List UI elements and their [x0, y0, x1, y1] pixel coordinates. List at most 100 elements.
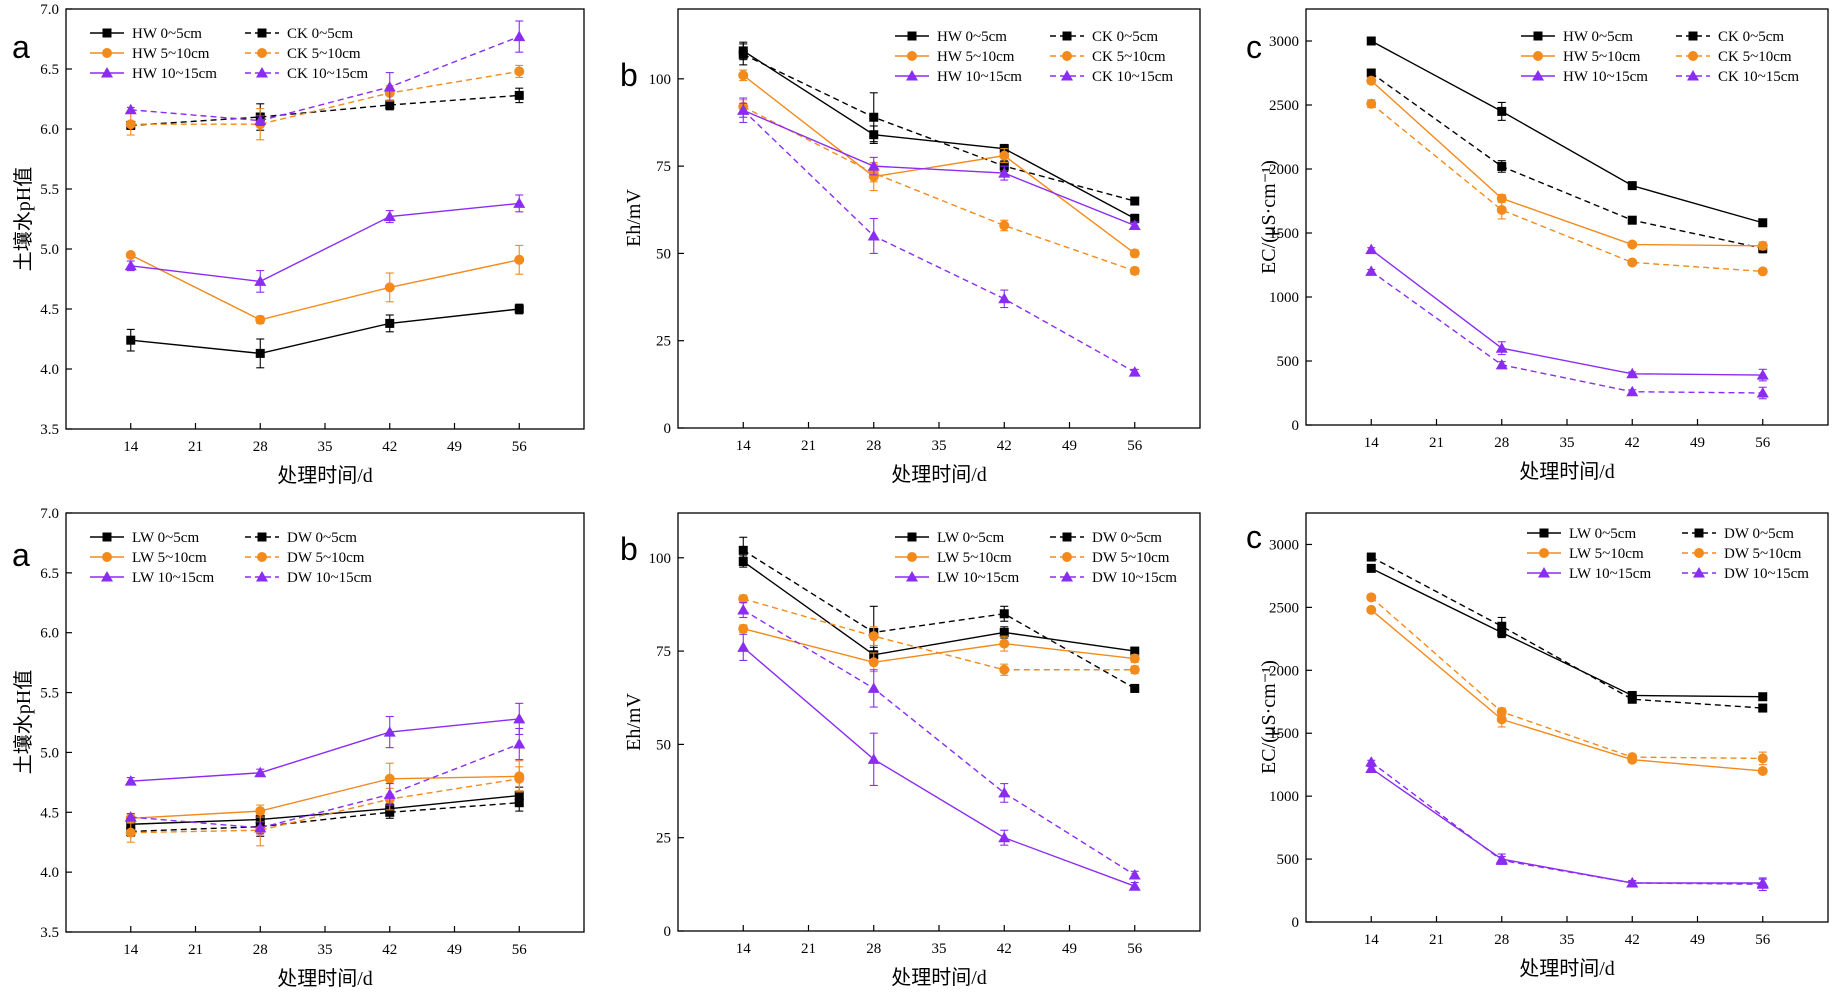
legend-entry: HW 5~10cm — [90, 46, 210, 62]
legend-entry: CK 0~5cm — [1050, 29, 1158, 45]
x-tick-label: 35 — [1560, 435, 1575, 451]
x-tick-label: 49 — [1690, 435, 1705, 451]
series-line — [130, 94, 520, 127]
legend-label: LW 10~15cm — [132, 570, 214, 586]
x-axis-title: 处理时间/d — [277, 464, 373, 487]
y-tick-label: 2500 — [1269, 600, 1299, 616]
series-line — [130, 35, 520, 122]
x-tick-label: 21 — [188, 942, 203, 958]
data-point — [385, 100, 395, 110]
y-tick-label: 2500 — [1269, 98, 1299, 114]
x-tick-label: 42 — [382, 942, 397, 958]
data-point — [1128, 366, 1141, 377]
data-point — [1129, 664, 1140, 675]
data-point — [998, 786, 1011, 798]
legend-marker — [1694, 528, 1704, 538]
legend-entry: CK 0~5cm — [245, 26, 353, 42]
data-point — [999, 627, 1009, 637]
legend-marker — [907, 31, 917, 41]
data-point — [1627, 181, 1637, 191]
legend-label: CK 10~15cm — [1092, 69, 1173, 85]
y-tick-label: 100 — [649, 72, 672, 88]
y-tick-label: 1500 — [1269, 226, 1299, 242]
data-point — [1496, 706, 1507, 717]
legend-marker — [102, 28, 112, 38]
series-lw-5-10cm — [738, 623, 1140, 673]
series-dw-5-10cm — [1366, 592, 1768, 766]
x-axis-title: 处理时间/d — [891, 463, 987, 486]
legend-label: DW 0~5cm — [1092, 530, 1162, 546]
y-tick-label: 6.5 — [40, 566, 59, 582]
chart-panel-2: 14 21 28 35 42 49 56 0 25 50 75 100 处理时间/d Eh/mV b HW 0… — [620, 8, 1201, 486]
y-tick-label: 6.5 — [40, 62, 59, 78]
series-hw-5-10cm — [1366, 75, 1768, 251]
y-axis-title: Eh/mV — [623, 693, 645, 751]
series-line — [130, 254, 520, 321]
data-point — [868, 657, 879, 668]
series-ck-5-10cm — [1366, 98, 1768, 277]
series-line — [130, 778, 520, 834]
series-line — [1370, 556, 1763, 709]
legend-entry: DW 5~10cm — [1050, 550, 1170, 566]
series-dw-0-5cm — [1366, 552, 1768, 713]
legend-marker — [1693, 567, 1705, 578]
series-line — [130, 775, 520, 819]
series-ck-5-10cm — [738, 99, 1140, 276]
x-axis-title: 处理时间/d — [1519, 957, 1615, 980]
data-point — [1366, 75, 1377, 86]
legend: HW 0~5cm CK 0~5cm HW 5~10cm CK 5~10cm HW 10~… — [1521, 29, 1799, 85]
panel-letter: b — [620, 57, 638, 93]
series-line — [1370, 270, 1763, 394]
series-line — [1370, 596, 1763, 760]
y-tick-label: 2000 — [1269, 663, 1299, 679]
data-point — [1627, 257, 1638, 268]
x-tick-label: 28 — [253, 439, 268, 455]
x-tick-label: 14 — [123, 942, 139, 958]
y-tick-label: 1000 — [1269, 789, 1299, 805]
data-point — [1626, 876, 1639, 888]
data-point — [1627, 694, 1637, 704]
legend-entry: LW 5~10cm — [90, 550, 207, 566]
x-tick-label: 35 — [932, 941, 947, 957]
data-point — [1495, 342, 1508, 353]
y-tick-label: 75 — [656, 159, 671, 175]
legend-entry: DW 10~15cm — [1682, 566, 1809, 582]
series-line — [1370, 72, 1763, 250]
legend-label: HW 0~5cm — [1563, 29, 1633, 45]
chart-panel-6: 14 21 28 35 42 49 56 0 500 1000 1500 2000 2500 3000 处理… — [1246, 512, 1829, 980]
x-tick-label: 49 — [1690, 932, 1705, 948]
data-point — [513, 712, 526, 724]
data-point — [867, 229, 880, 241]
data-point — [1497, 106, 1507, 116]
legend-label: DW 10~15cm — [1092, 570, 1177, 586]
legend-label: HW 5~10cm — [1563, 49, 1641, 65]
x-tick-label: 14 — [1364, 435, 1380, 451]
data-point — [124, 775, 137, 786]
legend-entry: DW 0~5cm — [1682, 526, 1794, 542]
series-ck-10-15cm — [124, 20, 526, 126]
data-point — [1757, 240, 1768, 251]
data-point — [738, 623, 749, 634]
series-hw-0-5cm — [126, 303, 524, 369]
data-point — [1365, 762, 1378, 773]
x-tick-label: 28 — [866, 941, 881, 957]
series-line — [742, 560, 1135, 656]
series-line — [742, 53, 1135, 202]
data-point — [1130, 683, 1140, 693]
data-point — [1366, 552, 1376, 562]
data-point — [383, 726, 396, 737]
x-tick-label: 49 — [447, 439, 462, 455]
x-axis-title: 处理时间/d — [891, 966, 987, 989]
x-tick-label: 56 — [512, 439, 528, 455]
legend-entry: HW 0~5cm — [90, 26, 202, 42]
legend-entry: CK 5~10cm — [1050, 49, 1166, 65]
y-tick-label: 0 — [1292, 915, 1300, 931]
legend-marker — [1062, 51, 1072, 61]
legend-marker — [1688, 31, 1698, 41]
legend-label: LW 0~5cm — [937, 530, 1004, 546]
legend-label: LW 5~10cm — [937, 550, 1012, 566]
legend-marker — [1539, 548, 1549, 558]
legend-marker — [1062, 31, 1072, 41]
data-point — [1128, 869, 1141, 880]
legend-label: DW 5~10cm — [287, 550, 365, 566]
